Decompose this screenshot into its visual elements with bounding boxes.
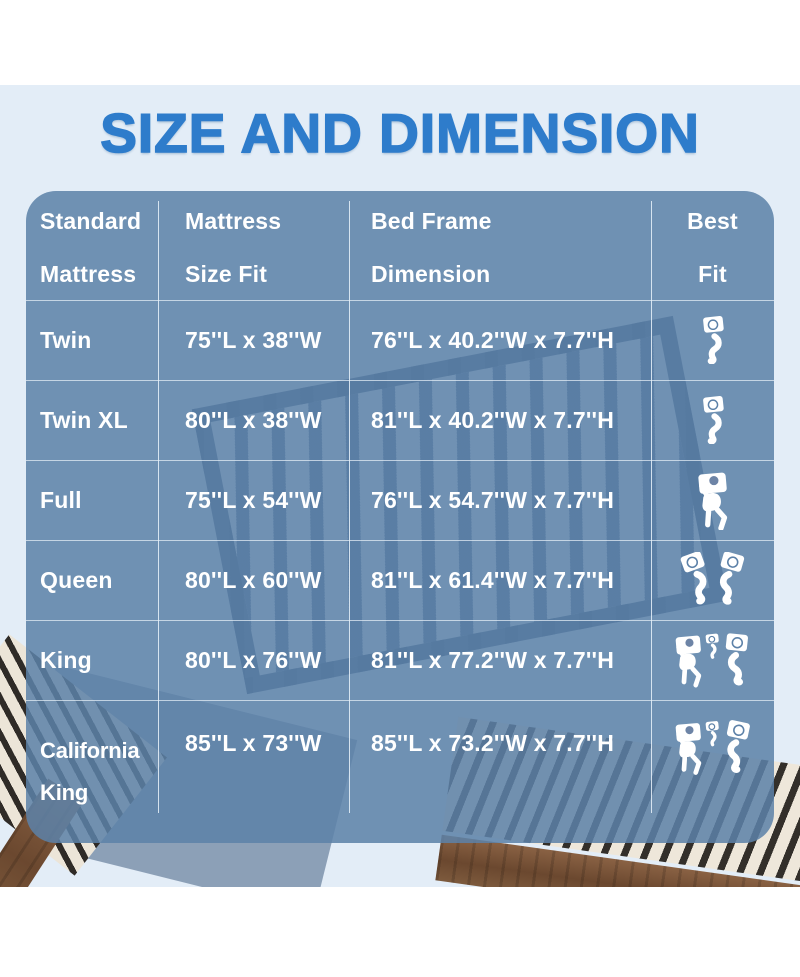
mattress-size-cell: 85''L x 73''W <box>185 730 322 756</box>
mattress-size-cell: 75''L x 54''W <box>185 486 322 513</box>
mattress-size-cell: 75''L x 38''W <box>185 326 322 353</box>
mattress-type-cell: Twin <box>40 326 92 353</box>
header-mattress-size-fit: Mattress Size Fit <box>158 191 349 300</box>
two-sleepers-icon <box>680 552 746 608</box>
infographic-canvas: SIZE AND DIMENSION Standard Mattress Ma <box>0 85 800 887</box>
frame-dimension-cell: 76''L x 54.7''W x 7.7''H <box>371 486 615 513</box>
family-three-sleepers-icon <box>673 718 753 780</box>
best-fit-cell <box>651 460 774 540</box>
row-divider <box>26 620 774 621</box>
row-divider <box>26 460 774 461</box>
frame-dimension-cell: 81''L x 61.4''W x 7.7''H <box>371 566 615 593</box>
mattress-type-cell: King <box>40 646 92 673</box>
mattress-type-cell: California King <box>40 738 140 805</box>
header-line: Fit <box>698 260 727 287</box>
header-best-fit: Best Fit <box>651 191 774 300</box>
row-divider <box>26 540 774 541</box>
header-line: Standard <box>40 207 142 234</box>
mattress-type-cell: Twin XL <box>40 406 128 433</box>
one-sleeper-curled-icon <box>698 316 728 364</box>
best-fit-cell <box>651 300 774 380</box>
row-divider <box>26 700 774 701</box>
best-fit-cell <box>651 700 774 843</box>
best-fit-cell <box>651 540 774 620</box>
header-line: Best <box>687 207 738 234</box>
row-divider <box>26 300 774 301</box>
header-standard-mattress: Standard Mattress <box>26 191 158 300</box>
frame-dimension-cell: 85''L x 73.2''W x 7.7''H <box>371 730 615 756</box>
header-line: Mattress <box>40 260 137 287</box>
mattress-size-cell: 80''L x 76''W <box>185 646 322 673</box>
column-divider <box>349 201 350 813</box>
column-divider <box>651 201 652 813</box>
row-divider <box>26 380 774 381</box>
mattress-size-cell: 80''L x 60''W <box>185 566 322 593</box>
best-fit-cell <box>651 620 774 700</box>
frame-dimension-cell: 81''L x 77.2''W x 7.7''H <box>371 646 615 673</box>
mattress-size-cell: 80''L x 38''W <box>185 406 322 433</box>
one-sleeper-curled-icon <box>698 396 728 444</box>
mattress-type-cell: Queen <box>40 566 113 593</box>
page-title: SIZE AND DIMENSION <box>99 101 700 165</box>
best-fit-cell <box>651 380 774 460</box>
header-line: Size Fit <box>185 260 268 287</box>
frame-dimension-cell: 76''L x 40.2''W x 7.7''H <box>371 326 615 353</box>
header-line: Dimension <box>371 260 491 287</box>
size-dimension-table: Standard Mattress Mattress Size Fit Bed … <box>26 191 774 843</box>
mattress-type-cell: Full <box>40 486 82 513</box>
header-bed-frame-dimension: Bed Frame Dimension <box>349 191 651 300</box>
header-line: Bed Frame <box>371 207 492 234</box>
frame-dimension-cell: 81''L x 40.2''W x 7.7''H <box>371 406 615 433</box>
family-three-sleepers-icon <box>673 629 753 691</box>
column-divider <box>158 201 159 813</box>
header-line: Mattress <box>185 207 282 234</box>
one-sleeper-sprawled-icon <box>694 470 732 530</box>
